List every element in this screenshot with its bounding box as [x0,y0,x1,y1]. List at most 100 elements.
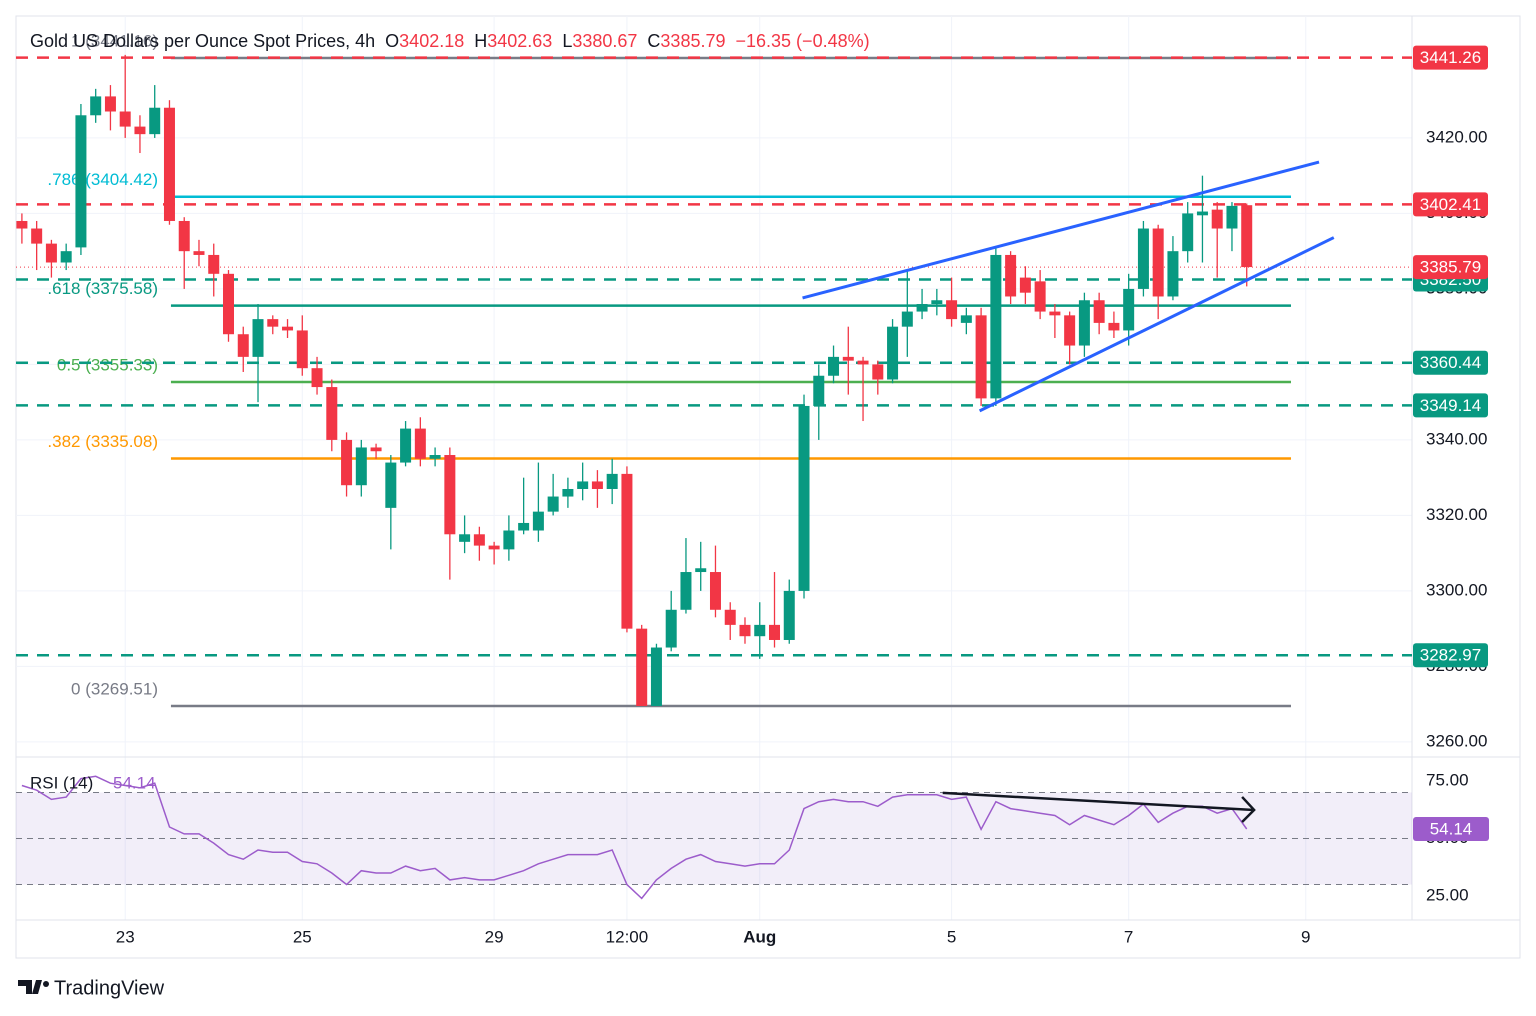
trendline [802,160,1320,300]
fib-label: 0.5 (3355.33) [57,356,158,375]
candle-body [282,326,294,331]
candle-body [444,455,456,535]
price-badge [1413,393,1488,418]
rsi-divergence [942,791,1255,812]
chart-frame [15,15,1521,959]
candle-body [872,364,884,380]
candle-body [562,488,574,497]
x-tick-label: 23 [116,927,135,946]
candle-body [650,647,662,707]
candle-body [990,254,1002,399]
fib-label: 1 (3441.16) [71,32,158,51]
rsi-value: 54.14 [113,773,156,792]
y-tick-label: 3300.00 [1426,580,1487,599]
o-value: 3402.18 [399,31,464,51]
header: Gold US Dollars per Ounce Spot Prices, 4… [30,31,870,51]
x-tick-label: 12:00 [606,927,649,946]
price-badge [1413,643,1488,668]
candle-body [783,590,795,640]
candle-body [769,624,781,640]
candle-body [828,356,840,376]
candle-body [267,319,279,327]
fib-label: .786 (3404.42) [47,170,158,189]
candle-body [931,300,943,305]
price-badge-label: 3385.79 [1420,258,1481,277]
candle-body [1211,209,1223,229]
h-value: 3402.63 [487,31,552,51]
fib-label: .382 (3335.08) [47,432,158,451]
c-label: C [647,31,660,51]
candle-body [385,462,397,508]
price-badge-label: 3360.44 [1420,353,1481,372]
candle-body [488,545,500,550]
candle-body [621,473,633,629]
candle-body [429,455,441,459]
candle-body [798,405,810,591]
price-badge [1413,255,1488,280]
candle-body [31,228,43,244]
h-label: H [474,31,487,51]
rsi-badge-label: 54.14 [1430,819,1473,838]
x-tick-label: 25 [293,927,312,946]
candle-body [1049,311,1061,316]
candle-body [857,360,869,365]
price-badge-label: 3349.14 [1420,396,1481,415]
candle-body [400,428,412,463]
candle-body [104,96,116,112]
brand[interactable]: TradingView [54,977,165,999]
candle-body [45,243,57,263]
arrow-head [1241,796,1256,823]
candle-body [311,368,323,388]
y-tick-label: 3420.00 [1426,127,1487,146]
candle-body [739,624,751,637]
candle-body [960,315,972,323]
candle-body [1019,277,1031,293]
candle-body [503,530,515,550]
candle-body [975,315,987,399]
candle-body [709,572,721,610]
price-badge-label: 3441.26 [1420,48,1481,67]
l-label: L [562,31,572,51]
rsi-line [21,775,1248,900]
candle-body [577,481,589,489]
candle-body [326,387,338,440]
candle-body [222,273,234,335]
candle-body [916,304,928,312]
candle-body [1182,213,1194,252]
candle-body [680,572,692,610]
rsi-name: RSI (14) [30,773,93,792]
price-badge [1413,45,1488,70]
rsi-tick-label: 25.00 [1426,886,1469,905]
candle-body [193,251,205,255]
tv-logo [18,980,49,994]
price-badge-label: 3282.97 [1420,646,1481,665]
candle-body [16,220,28,229]
x-tick-label: 29 [485,927,504,946]
candle-body [901,311,913,327]
candle-body [665,609,677,648]
candle-body [370,447,382,452]
candle-body [134,126,146,135]
candle-body [1241,205,1253,268]
change: −16.35 (−0.48%) [736,31,870,51]
fib-label: 0 (3269.51) [71,679,158,698]
y-tick-label: 3340.00 [1426,429,1487,448]
candle-body [1093,300,1105,323]
candle-body [695,568,707,573]
y-tick-label: 3260.00 [1426,731,1487,750]
trendline [978,236,1335,413]
candle-body [252,319,264,357]
candle-body [1078,300,1090,346]
candle-body [1108,322,1120,331]
candle-body [518,522,530,531]
candle-body [341,439,353,486]
candle-body [1005,254,1017,297]
candle-body [1034,281,1046,312]
candle-body [296,330,308,369]
fib-label: .618 (3375.58) [47,279,158,298]
candle-body [178,220,190,252]
l-value: 3380.67 [572,31,637,51]
candle-body [119,111,131,127]
